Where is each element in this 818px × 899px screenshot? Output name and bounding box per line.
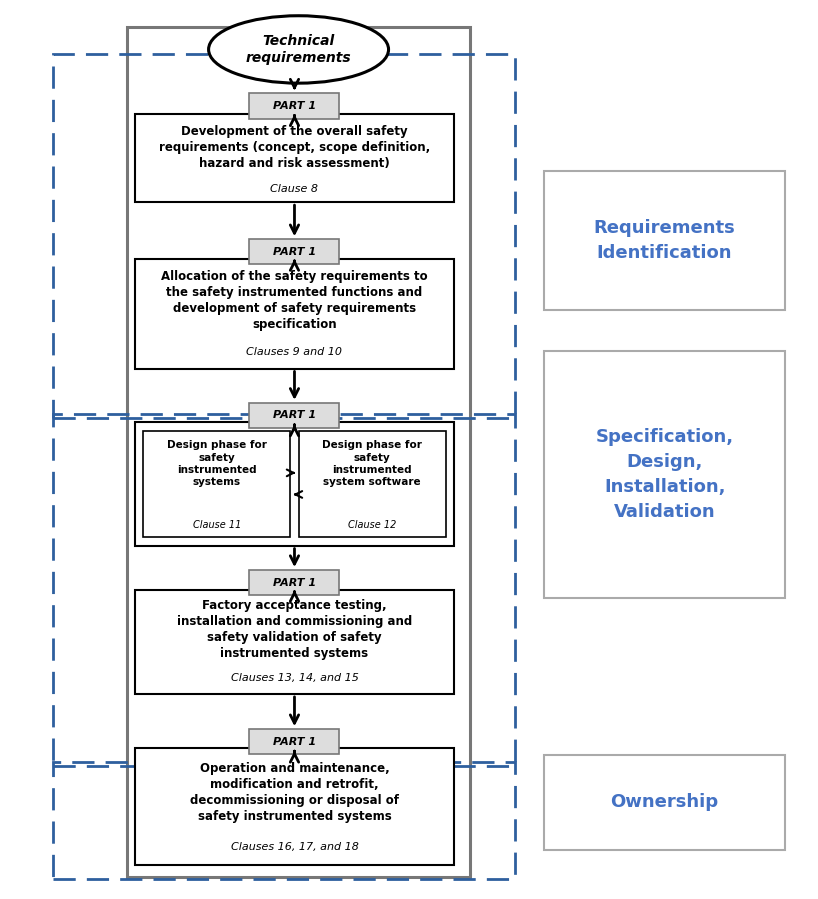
Text: PART 1: PART 1 [273, 577, 316, 588]
Text: PART 1: PART 1 [273, 101, 316, 111]
Text: Ownership: Ownership [610, 793, 719, 812]
Text: Design phase for
safety
instrumented
systems: Design phase for safety instrumented sys… [167, 441, 267, 487]
Bar [135, 748, 454, 865]
Bar [135, 422, 454, 546]
Text: Operation and maintenance,
modification and retrofit,
decommissioning or disposa: Operation and maintenance, modification … [190, 761, 399, 823]
Text: Technical
requirements: Technical requirements [245, 34, 352, 65]
Bar [299, 431, 446, 537]
Text: PART 1: PART 1 [273, 410, 316, 421]
Text: PART 1: PART 1 [273, 246, 316, 257]
Bar [53, 414, 515, 766]
Bar [135, 590, 454, 694]
Text: Design phase for
safety
instrumented
system software: Design phase for safety instrumented sys… [322, 441, 422, 487]
Text: Clauses 13, 14, and 15: Clauses 13, 14, and 15 [231, 673, 358, 683]
Text: Specification,
Design,
Installation,
Validation: Specification, Design, Installation, Val… [596, 428, 734, 521]
Text: Clause 11: Clause 11 [192, 520, 241, 530]
Bar [249, 403, 339, 428]
Text: Clauses 9 and 10: Clauses 9 and 10 [246, 347, 343, 357]
Bar [135, 259, 454, 369]
Text: Development of the overall safety
requirements (concept, scope definition,
hazar: Development of the overall safety requir… [159, 125, 430, 170]
Ellipse shape [209, 16, 389, 84]
Bar [143, 431, 290, 537]
Bar [53, 762, 515, 879]
Bar [544, 755, 785, 850]
Text: Factory acceptance testing,
installation and commissioning and
safety validation: Factory acceptance testing, installation… [177, 599, 412, 660]
Text: Clause 12: Clause 12 [348, 520, 397, 530]
Bar [249, 93, 339, 119]
Bar [249, 570, 339, 595]
Text: Requirements
Identification: Requirements Identification [594, 219, 735, 262]
Bar [544, 351, 785, 598]
Text: Allocation of the safety requirements to
the safety instrumented functions and
d: Allocation of the safety requirements to… [161, 270, 428, 331]
Bar [249, 239, 339, 264]
Bar [127, 27, 470, 877]
Bar [135, 114, 454, 202]
Text: Clause 8: Clause 8 [271, 184, 318, 194]
Bar [53, 54, 515, 418]
Bar [544, 171, 785, 310]
Text: PART 1: PART 1 [273, 736, 316, 747]
Text: Clauses 16, 17, and 18: Clauses 16, 17, and 18 [231, 842, 358, 852]
Bar [249, 729, 339, 754]
